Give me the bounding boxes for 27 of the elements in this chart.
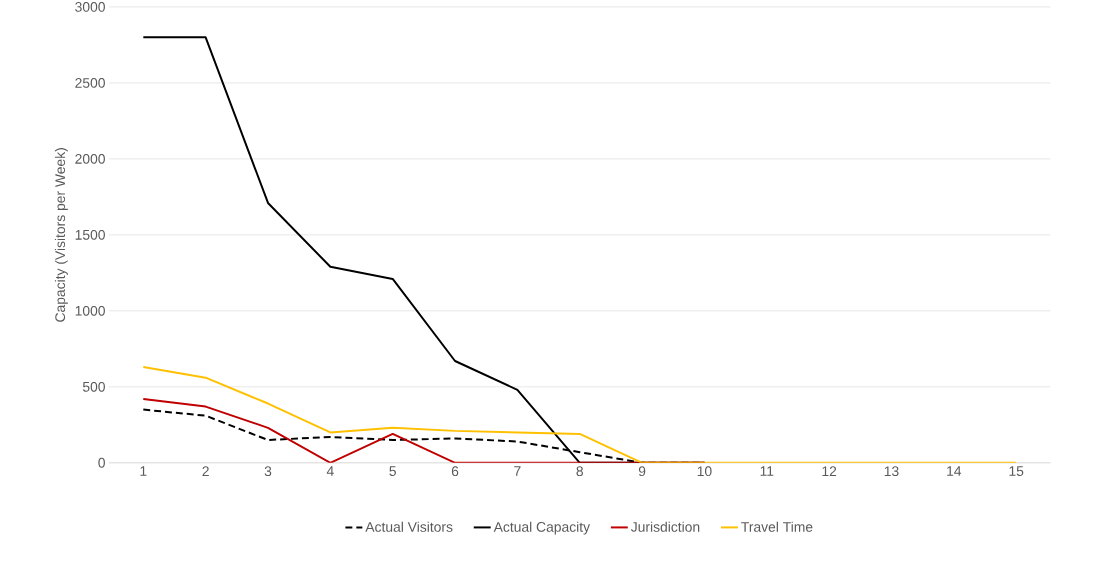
x-tick-label: 3 <box>264 466 272 477</box>
legend-label: Actual Visitors <box>365 521 453 532</box>
x-tick-label: 8 <box>576 466 583 477</box>
x-tick-label: 11 <box>760 466 774 476</box>
y-axis-title: Capacity (Visitors per Week) <box>54 148 68 322</box>
legend-label: Actual Capacity <box>493 521 591 535</box>
y-tick-label: 500 <box>82 381 105 392</box>
x-tick-label: 6 <box>451 466 459 477</box>
y-tick-label: 3000 <box>75 2 105 12</box>
x-tick-label: 9 <box>638 466 646 477</box>
y-tick-label: 0 <box>98 457 105 468</box>
x-tick-label: 4 <box>326 466 334 476</box>
x-tick-label: 15 <box>1009 466 1024 477</box>
x-tick-label: 10 <box>697 466 712 477</box>
legend-label: Jurisdiction <box>630 521 700 532</box>
x-tick-label: 2 <box>202 466 209 477</box>
y-tick-label: 1500 <box>75 229 105 240</box>
x-tick-label: 13 <box>884 466 899 477</box>
legend-label: Travel Time <box>741 521 813 532</box>
x-tick-label: 7 <box>514 466 521 476</box>
y-tick-label: 2000 <box>75 154 105 164</box>
x-tick-label: 12 <box>822 466 837 477</box>
y-tick-label: 2500 <box>75 78 105 88</box>
x-tick-label: 5 <box>389 466 396 477</box>
x-tick-label: 14 <box>947 466 962 476</box>
x-tick-label: 1 <box>140 466 147 476</box>
y-tick-label: 1000 <box>75 305 105 316</box>
